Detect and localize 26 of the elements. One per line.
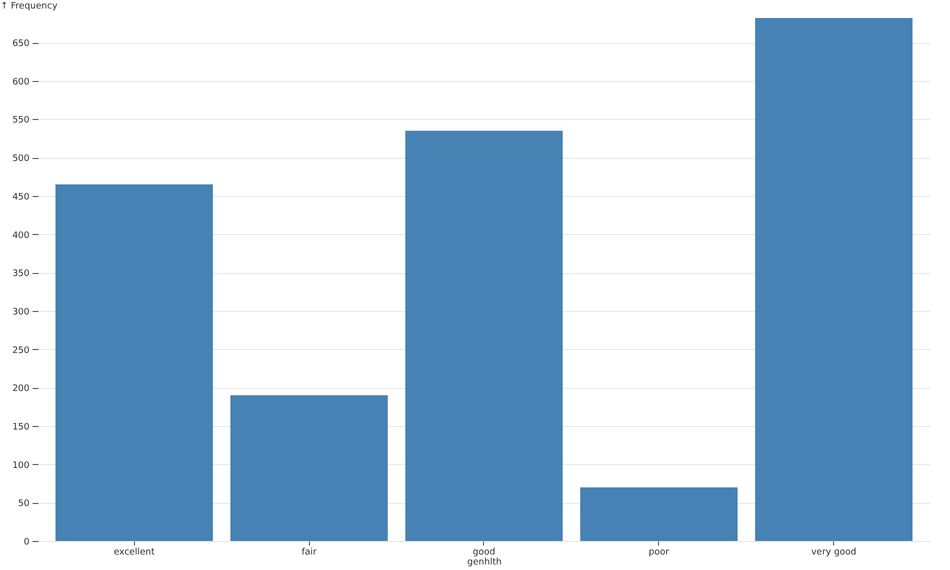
x-tick-label: good: [472, 548, 496, 558]
y-tick-label: 350: [12, 269, 30, 280]
x-axis-title: genhlth: [467, 558, 502, 568]
bar: [580, 487, 738, 541]
y-axis-title: ↑ Frequency: [0, 2, 58, 12]
y-tick-label: 400: [12, 230, 30, 241]
y-tick-label: 0: [24, 538, 30, 548]
y-tick-label: 250: [12, 346, 30, 356]
bar: [55, 184, 213, 541]
y-tick-label: 450: [12, 192, 30, 202]
y-tick-label: 550: [12, 116, 30, 126]
y-tick-label: 600: [12, 77, 30, 88]
bar: [755, 18, 913, 541]
y-tick-label: 200: [12, 384, 30, 394]
y-tick-label: 300: [12, 307, 30, 318]
x-tick-label: excellent: [114, 548, 156, 558]
bar: [405, 130, 563, 541]
x-tick-label: very good: [811, 548, 856, 558]
y-tick-label: 50: [18, 499, 30, 510]
y-tick-label: 500: [12, 154, 30, 164]
y-tick-label: 100: [12, 460, 30, 471]
y-tick-label: 150: [12, 422, 30, 432]
x-tick-label: poor: [648, 548, 670, 558]
bar: [230, 395, 388, 541]
y-tick-label: 650: [12, 39, 30, 50]
x-tick-label: fair: [302, 548, 317, 558]
